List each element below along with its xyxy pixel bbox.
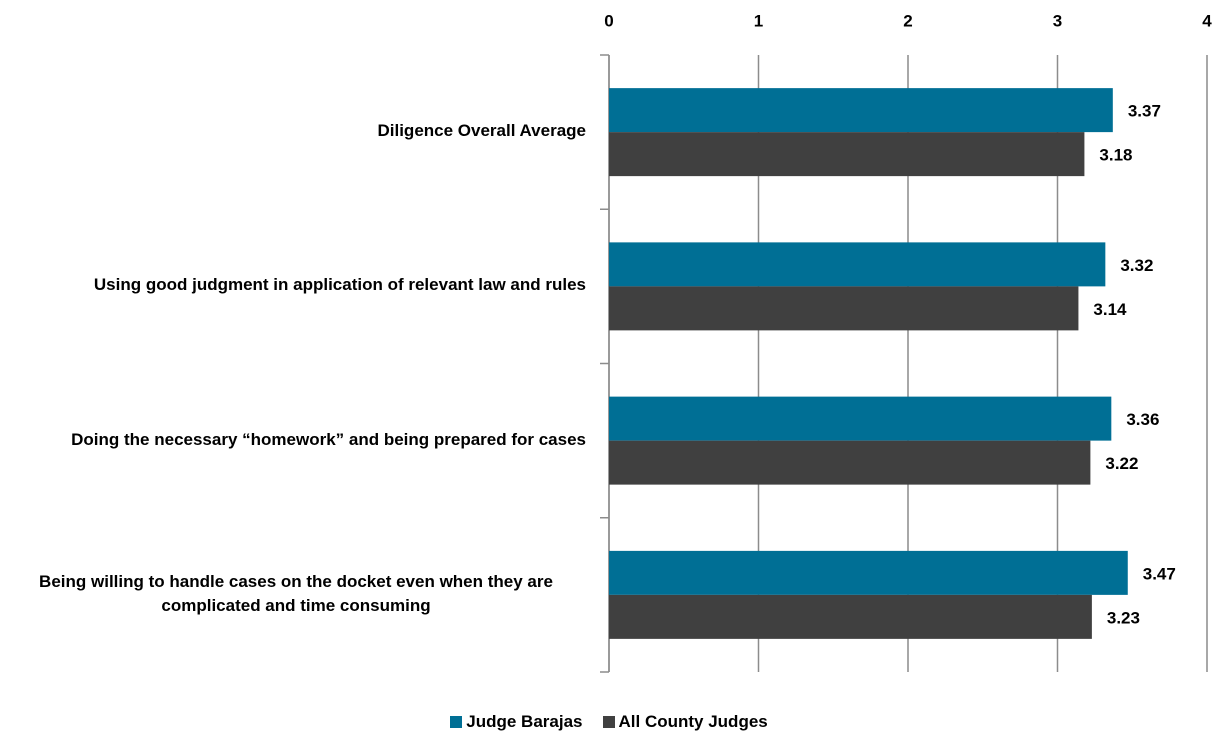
legend-swatch	[450, 716, 463, 728]
x-tick-label: 0	[604, 11, 613, 30]
legend-label: All County Judges	[618, 712, 768, 731]
bar	[609, 88, 1113, 133]
legend: Judge Barajas All County Judges	[0, 712, 1218, 732]
x-tick-label: 3	[1053, 11, 1062, 30]
bar	[609, 594, 1092, 639]
bar	[609, 242, 1106, 287]
category-label: Using good judgment in application of re…	[93, 275, 586, 295]
category-label: Being willing to handle cases on the doc…	[39, 571, 553, 615]
bar	[609, 396, 1112, 441]
bar	[609, 440, 1091, 485]
data-label: 3.14	[1093, 300, 1127, 319]
data-label: 3.37	[1128, 102, 1161, 121]
legend-label: Judge Barajas	[466, 712, 583, 731]
data-label: 3.36	[1126, 410, 1159, 429]
x-tick-label: 2	[903, 11, 912, 30]
bar	[609, 132, 1085, 177]
data-label: 3.18	[1099, 146, 1132, 165]
data-label: 3.23	[1107, 608, 1140, 627]
category-label: Diligence Overall Average	[377, 121, 586, 141]
category-label: Doing the necessary “homework” and being…	[71, 429, 586, 449]
legend-item: All County Judges	[602, 712, 768, 732]
bar	[609, 550, 1128, 595]
x-tick-label: 1	[754, 11, 763, 30]
data-label: 3.22	[1105, 454, 1138, 473]
x-tick-label: 4	[1202, 11, 1212, 30]
data-label: 3.32	[1120, 256, 1153, 275]
bar	[609, 286, 1079, 331]
data-label: 3.47	[1143, 564, 1176, 583]
legend-swatch	[602, 716, 615, 728]
legend-item: Judge Barajas	[450, 712, 583, 732]
